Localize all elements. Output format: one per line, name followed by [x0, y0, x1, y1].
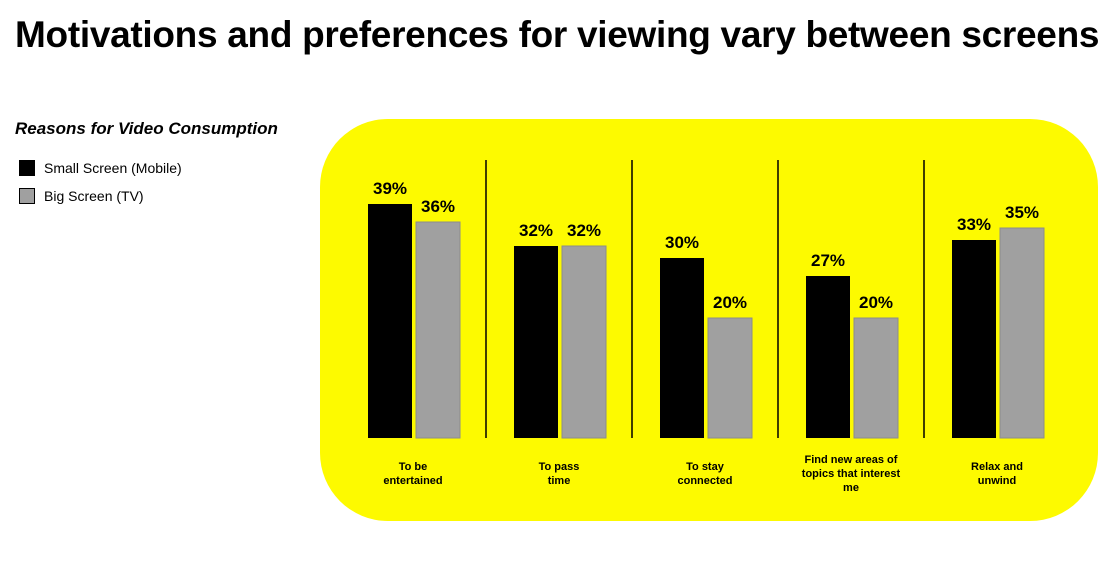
data-label-tv: 32%	[567, 221, 601, 240]
legend-label-mobile: Small Screen (Mobile)	[44, 160, 182, 176]
bar-tv	[561, 245, 607, 439]
legend-swatch-mobile	[19, 160, 35, 176]
category-label: To stay connected	[677, 461, 732, 487]
category-label: To be entertained	[383, 461, 442, 487]
category-label: Find new areas of topics that interest me	[802, 454, 901, 494]
data-label-mobile: 32%	[519, 221, 553, 240]
chart-subtitle: Reasons for Video Consumption	[15, 119, 278, 138]
category-label: Relax and unwind	[971, 461, 1023, 487]
bar-chart: 39% 36% To be entertained 32% 32% To pass time 3…	[368, 160, 1045, 494]
bar-tv	[415, 221, 461, 439]
bar-tv	[853, 317, 899, 439]
bar-tv	[707, 317, 753, 439]
bar-mobile	[514, 246, 558, 438]
data-label-tv: 20%	[713, 293, 747, 312]
data-label-tv: 36%	[421, 197, 455, 216]
data-label-tv: 35%	[1005, 203, 1039, 222]
data-label-mobile: 33%	[957, 215, 991, 234]
legend-item-mobile: Small Screen (Mobile)	[19, 158, 182, 178]
bar-tv	[999, 227, 1045, 439]
page-title: Motivations and preferences for viewing …	[15, 14, 1100, 55]
bar-mobile	[806, 276, 850, 438]
data-label-tv: 20%	[859, 293, 893, 312]
legend-swatch-tv	[19, 188, 35, 204]
legend-label-tv: Big Screen (TV)	[44, 188, 144, 204]
data-label-mobile: 30%	[665, 233, 699, 252]
bar-mobile	[660, 258, 704, 438]
category-label: To pass time	[539, 461, 580, 487]
data-label-mobile: 39%	[373, 179, 407, 198]
bar-mobile	[368, 204, 412, 438]
data-label-mobile: 27%	[811, 251, 845, 270]
bar-mobile	[952, 240, 996, 438]
legend-item-tv: Big Screen (TV)	[19, 186, 144, 206]
chart-panel: 39% 36% To be entertained 32% 32% To pass time 3…	[320, 119, 1098, 521]
